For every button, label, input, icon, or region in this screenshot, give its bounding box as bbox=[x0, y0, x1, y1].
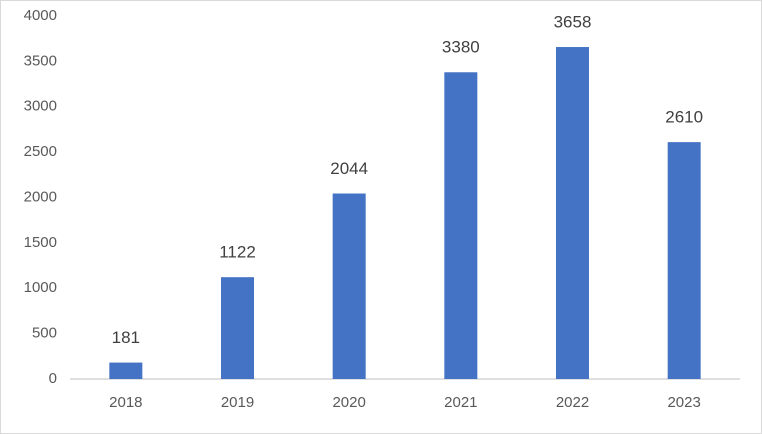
x-tick-label: 2021 bbox=[444, 394, 477, 411]
x-tick-label: 2023 bbox=[667, 394, 700, 411]
y-tick-label: 1500 bbox=[24, 234, 57, 251]
y-tick-label: 0 bbox=[49, 370, 57, 387]
y-tick-label: 2500 bbox=[24, 143, 57, 160]
bar bbox=[556, 47, 589, 379]
data-label: 2610 bbox=[665, 108, 703, 127]
y-tick-label: 3000 bbox=[24, 98, 57, 115]
y-tick-label: 1000 bbox=[24, 279, 57, 296]
data-label: 1122 bbox=[219, 243, 256, 262]
x-tick-label: 2020 bbox=[332, 394, 365, 411]
x-tick-label: 2018 bbox=[109, 394, 142, 411]
data-label: 3658 bbox=[554, 13, 592, 32]
x-tick-label: 2019 bbox=[221, 394, 254, 411]
bar bbox=[444, 72, 478, 379]
data-label: 181 bbox=[112, 328, 140, 347]
bar bbox=[332, 193, 366, 379]
data-label: 2044 bbox=[330, 159, 368, 178]
data-label: 3380 bbox=[442, 38, 480, 57]
y-tick-label: 4000 bbox=[24, 7, 57, 24]
y-tick-label: 2000 bbox=[24, 188, 57, 205]
y-tick-label: 3500 bbox=[24, 52, 57, 69]
bar bbox=[221, 277, 254, 379]
bar bbox=[109, 362, 143, 379]
x-tick-label: 2022 bbox=[556, 394, 589, 411]
bar bbox=[667, 142, 701, 379]
y-tick-label: 500 bbox=[32, 325, 57, 342]
